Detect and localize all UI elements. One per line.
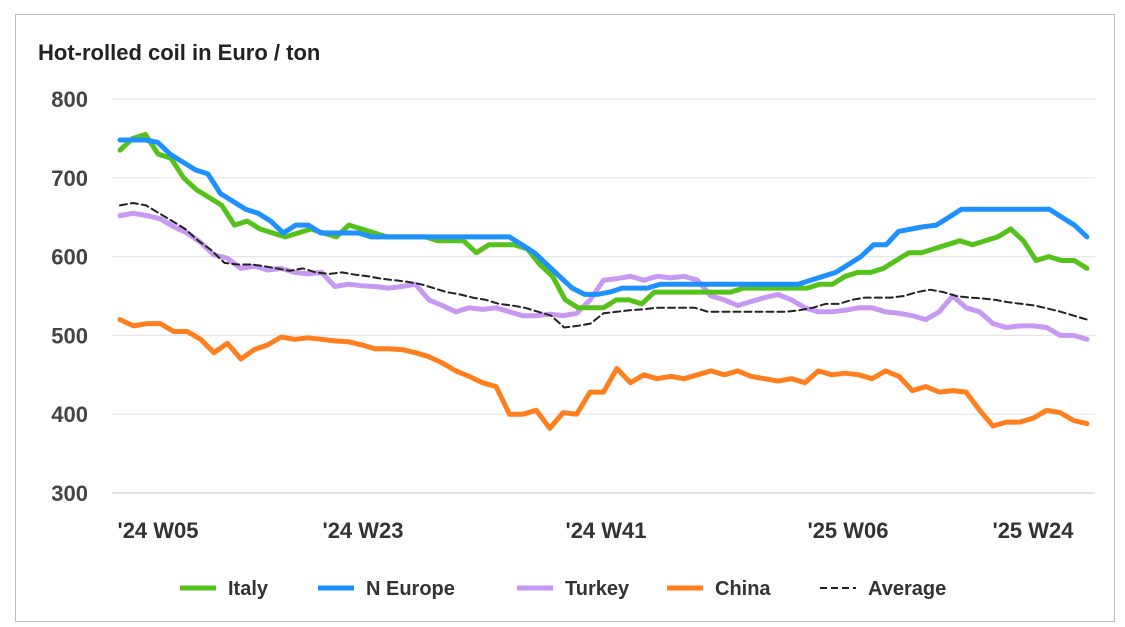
legend-label: Turkey [565,578,630,600]
series-line-average [119,202,1088,329]
series-line-n-europe [117,137,1090,297]
x-tick-label: '24 W05 [117,518,198,543]
series-lines [117,132,1090,431]
series-line-china [117,317,1090,431]
y-tick-label: 400 [51,402,88,427]
legend-label: Italy [228,578,269,600]
legend-label: N Europe [366,578,455,600]
y-tick-label: 800 [51,87,88,112]
y-axis: 300 400 500 600 700 800 [51,87,88,506]
series-line-italy [117,132,1090,311]
x-tick-label: '25 W06 [807,518,888,543]
legend: Italy N Europe Turkey China Average [180,578,946,600]
x-axis: '24 W05 '24 W23 '24 W41 '25 W06 '25 W24 [117,518,1074,543]
gridlines [112,98,1095,494]
legend-label: Average [868,578,946,600]
y-tick-label: 600 [51,245,88,270]
y-tick-label: 700 [51,166,88,191]
x-tick-label: '25 W24 [992,518,1074,543]
legend-label: China [715,578,771,600]
y-tick-label: 300 [51,481,88,506]
x-tick-label: '24 W41 [565,518,646,543]
y-tick-label: 500 [51,323,88,348]
chart-title: Hot-rolled coil in Euro / ton [38,40,320,65]
x-tick-label: '24 W23 [322,518,403,543]
